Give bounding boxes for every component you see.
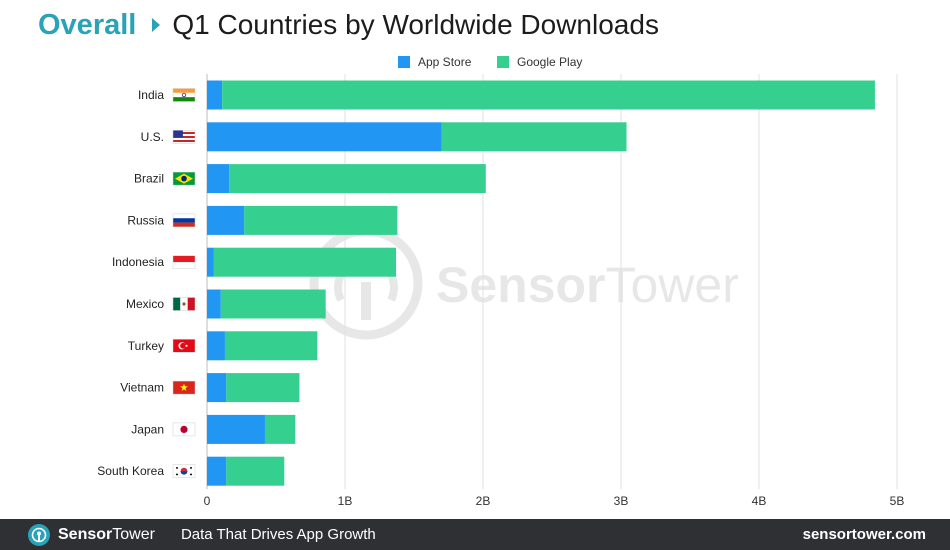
flag-icon <box>172 213 196 228</box>
footer-bar: SensorTower Data That Drives App Growth … <box>0 519 950 550</box>
sensortower-logo-icon <box>28 523 50 546</box>
bar-segment <box>244 205 398 235</box>
category-label: Turkey <box>128 339 164 353</box>
flag-icon <box>172 130 196 144</box>
category-label: Russia <box>127 213 164 227</box>
flag-icon <box>172 88 196 102</box>
bar-segment <box>207 373 227 403</box>
category-label: South Korea <box>97 464 164 478</box>
legend-swatch <box>497 56 509 68</box>
bar-segment <box>207 331 225 361</box>
x-tick-label: 5B <box>890 494 905 508</box>
watermark-text: SensorTower <box>436 257 739 313</box>
category-label: India <box>138 88 164 102</box>
bar-segment <box>207 122 442 152</box>
legend-swatch <box>398 56 410 68</box>
category-label: Indonesia <box>112 255 164 269</box>
legend: App Store Google Play <box>398 55 582 69</box>
flag-icon <box>172 380 196 395</box>
x-tick-label: 1B <box>338 494 353 508</box>
bar-segment <box>213 247 397 277</box>
bar-segment <box>207 205 245 235</box>
section-label: Overall <box>38 8 137 41</box>
bars <box>207 80 875 486</box>
watermark-logo-stem-icon <box>361 282 371 320</box>
category-label: Mexico <box>126 297 164 311</box>
footer-brand-part2: Tower <box>112 525 155 543</box>
x-tick-label: 3B <box>614 494 629 508</box>
bar-segment <box>207 289 221 319</box>
flag-icon <box>172 422 196 437</box>
x-tick-label: 2B <box>476 494 491 508</box>
legend-item[interactable]: App Store <box>398 55 472 69</box>
category-labels: India U.S. Brazil Russia Indonesia Mexico Turk… <box>97 88 164 478</box>
bar-segment <box>229 164 486 194</box>
bar-segment <box>207 247 214 277</box>
bar-segment <box>207 414 265 444</box>
x-tick-labels: 0 1B 2B 3B 4B 5B <box>204 494 905 508</box>
footer-logo[interactable]: SensorTower <box>28 523 155 546</box>
legend-label: App Store <box>418 55 472 69</box>
bar-segment <box>207 164 230 194</box>
chart-header: Overall Q1 Countries by Worldwide Downlo… <box>0 0 950 50</box>
category-label: Japan <box>131 422 164 436</box>
flags <box>172 88 196 478</box>
bar-segment <box>441 122 627 152</box>
bar-segment <box>220 289 326 319</box>
flag-icon <box>172 255 196 269</box>
bar-segment <box>226 373 300 403</box>
bar-segment <box>207 80 223 110</box>
footer-brand-part1: Sensor <box>58 525 113 543</box>
category-label: Vietnam <box>120 381 164 395</box>
x-tick-label: 0 <box>204 494 211 508</box>
watermark: SensorTower <box>309 226 739 340</box>
bar-segment <box>207 456 227 486</box>
category-label: U.S. <box>141 130 164 144</box>
legend-item[interactable]: Google Play <box>497 55 582 69</box>
footer-brand: SensorTower <box>58 526 155 544</box>
x-tick-label: 4B <box>752 494 767 508</box>
chart-title: Q1 Countries by Worldwide Downloads <box>172 9 659 40</box>
footer-url-link[interactable]: sensortower.com <box>802 526 926 543</box>
bar-segment <box>226 456 285 486</box>
flag-icon <box>172 171 196 186</box>
flag-icon <box>172 339 196 353</box>
flag-icon <box>172 297 196 311</box>
bar-segment <box>224 331 318 361</box>
category-label: Brazil <box>134 172 164 186</box>
bar-segment <box>222 80 875 110</box>
legend-label: Google Play <box>517 55 582 69</box>
footer-tagline: Data That Drives App Growth <box>180 526 376 543</box>
flag-icon <box>172 464 196 478</box>
chart-area: SensorTower App Store Google Play India U.… <box>97 55 905 508</box>
caret-right-icon <box>152 18 161 32</box>
bar-segment <box>264 414 296 444</box>
